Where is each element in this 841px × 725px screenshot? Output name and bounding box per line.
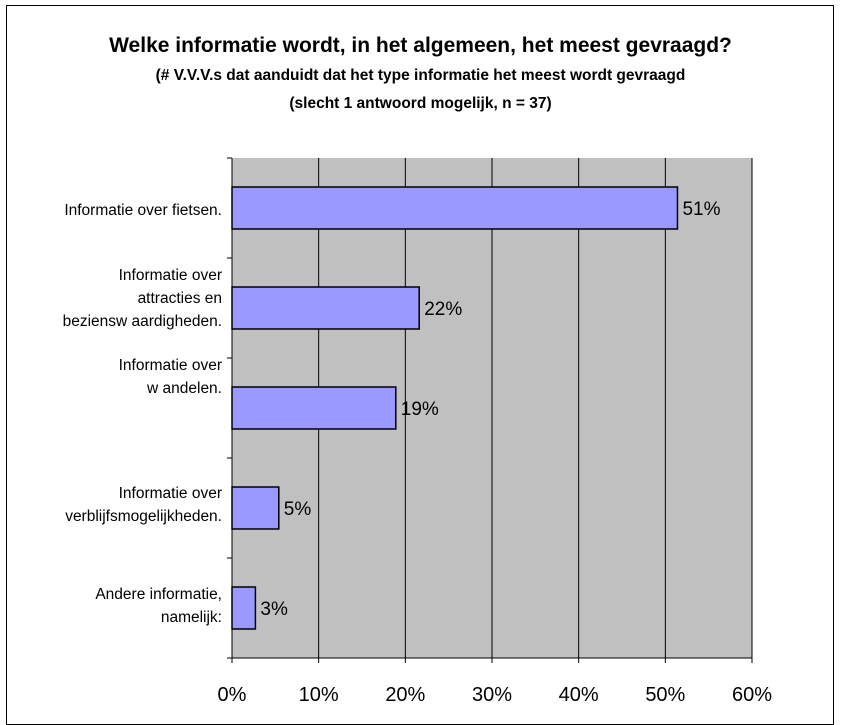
x-tick-label: 30% [472, 684, 512, 706]
x-tick-label: 60% [732, 684, 772, 706]
x-tick-label: 50% [645, 684, 685, 706]
x-tick-label: 20% [385, 684, 425, 706]
bar-chart: 0% 10% 20% 30% 40% 50% 60% 51% 22% 19% 5% 3% [218, 157, 772, 706]
x-tick-label: 10% [299, 684, 339, 706]
category-label-wandelen: Informatie over w andelen. [118, 357, 222, 397]
data-label: 3% [260, 599, 288, 620]
data-label: 22% [424, 299, 462, 320]
chart-title: Welke informatie wordt, in het algemeen,… [109, 34, 732, 57]
bar [231, 386, 397, 430]
bar [231, 486, 280, 530]
data-label: 51% [682, 199, 720, 220]
bar [231, 586, 257, 630]
x-tick-label: 0% [218, 684, 247, 706]
category-label-fietsen: Informatie over fietsen. [64, 202, 222, 219]
category-label-andere: Andere informatie, namelijk: [95, 586, 222, 626]
plot-area: 0% 10% 20% 30% 40% 50% 60% 51% 22% 19% 5% 3% [218, 157, 772, 706]
x-tick-label: 40% [559, 684, 599, 706]
chart-subtitle-line-2: (slecht 1 antwoord mogelijk, n = 37) [289, 95, 552, 112]
data-label: 19% [401, 399, 439, 420]
data-label: 5% [284, 499, 312, 520]
category-label-verblijf: Informatie over verblijfsmogelijkheden. [65, 485, 222, 525]
category-label-attracties: Informatie over attracties en beziensw a… [62, 267, 222, 330]
chart-subtitle-line-1: (# V.V.V.s dat aanduidt dat het type inf… [155, 67, 686, 84]
bar [231, 286, 420, 330]
bar [231, 186, 679, 230]
